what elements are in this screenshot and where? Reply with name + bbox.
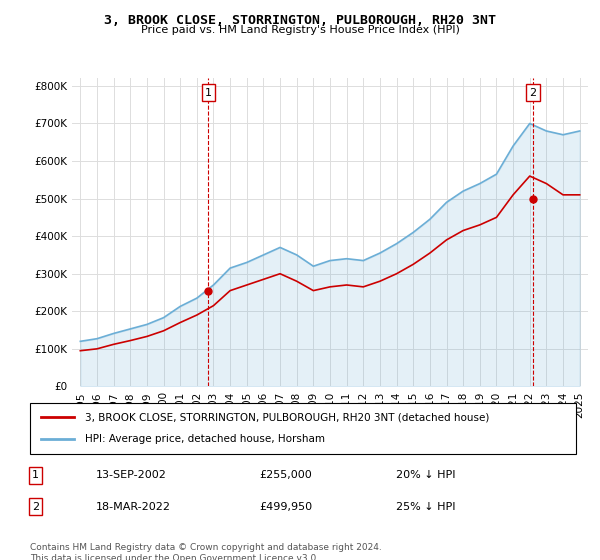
Text: 2: 2 xyxy=(530,87,536,97)
Text: 18-MAR-2022: 18-MAR-2022 xyxy=(95,502,170,511)
Text: HPI: Average price, detached house, Horsham: HPI: Average price, detached house, Hors… xyxy=(85,435,325,445)
Text: Price paid vs. HM Land Registry's House Price Index (HPI): Price paid vs. HM Land Registry's House … xyxy=(140,25,460,35)
Text: 3, BROOK CLOSE, STORRINGTON, PULBOROUGH, RH20 3NT (detached house): 3, BROOK CLOSE, STORRINGTON, PULBOROUGH,… xyxy=(85,412,489,422)
Text: 1: 1 xyxy=(32,470,39,480)
Text: £255,000: £255,000 xyxy=(259,470,312,480)
Text: 25% ↓ HPI: 25% ↓ HPI xyxy=(396,502,455,511)
Text: 3, BROOK CLOSE, STORRINGTON, PULBOROUGH, RH20 3NT: 3, BROOK CLOSE, STORRINGTON, PULBOROUGH,… xyxy=(104,14,496,27)
Text: 13-SEP-2002: 13-SEP-2002 xyxy=(95,470,166,480)
FancyBboxPatch shape xyxy=(30,403,576,454)
Text: Contains HM Land Registry data © Crown copyright and database right 2024.
This d: Contains HM Land Registry data © Crown c… xyxy=(30,543,382,560)
Text: 2: 2 xyxy=(32,502,39,511)
Text: 20% ↓ HPI: 20% ↓ HPI xyxy=(396,470,455,480)
Text: £499,950: £499,950 xyxy=(259,502,313,511)
Text: 1: 1 xyxy=(205,87,212,97)
